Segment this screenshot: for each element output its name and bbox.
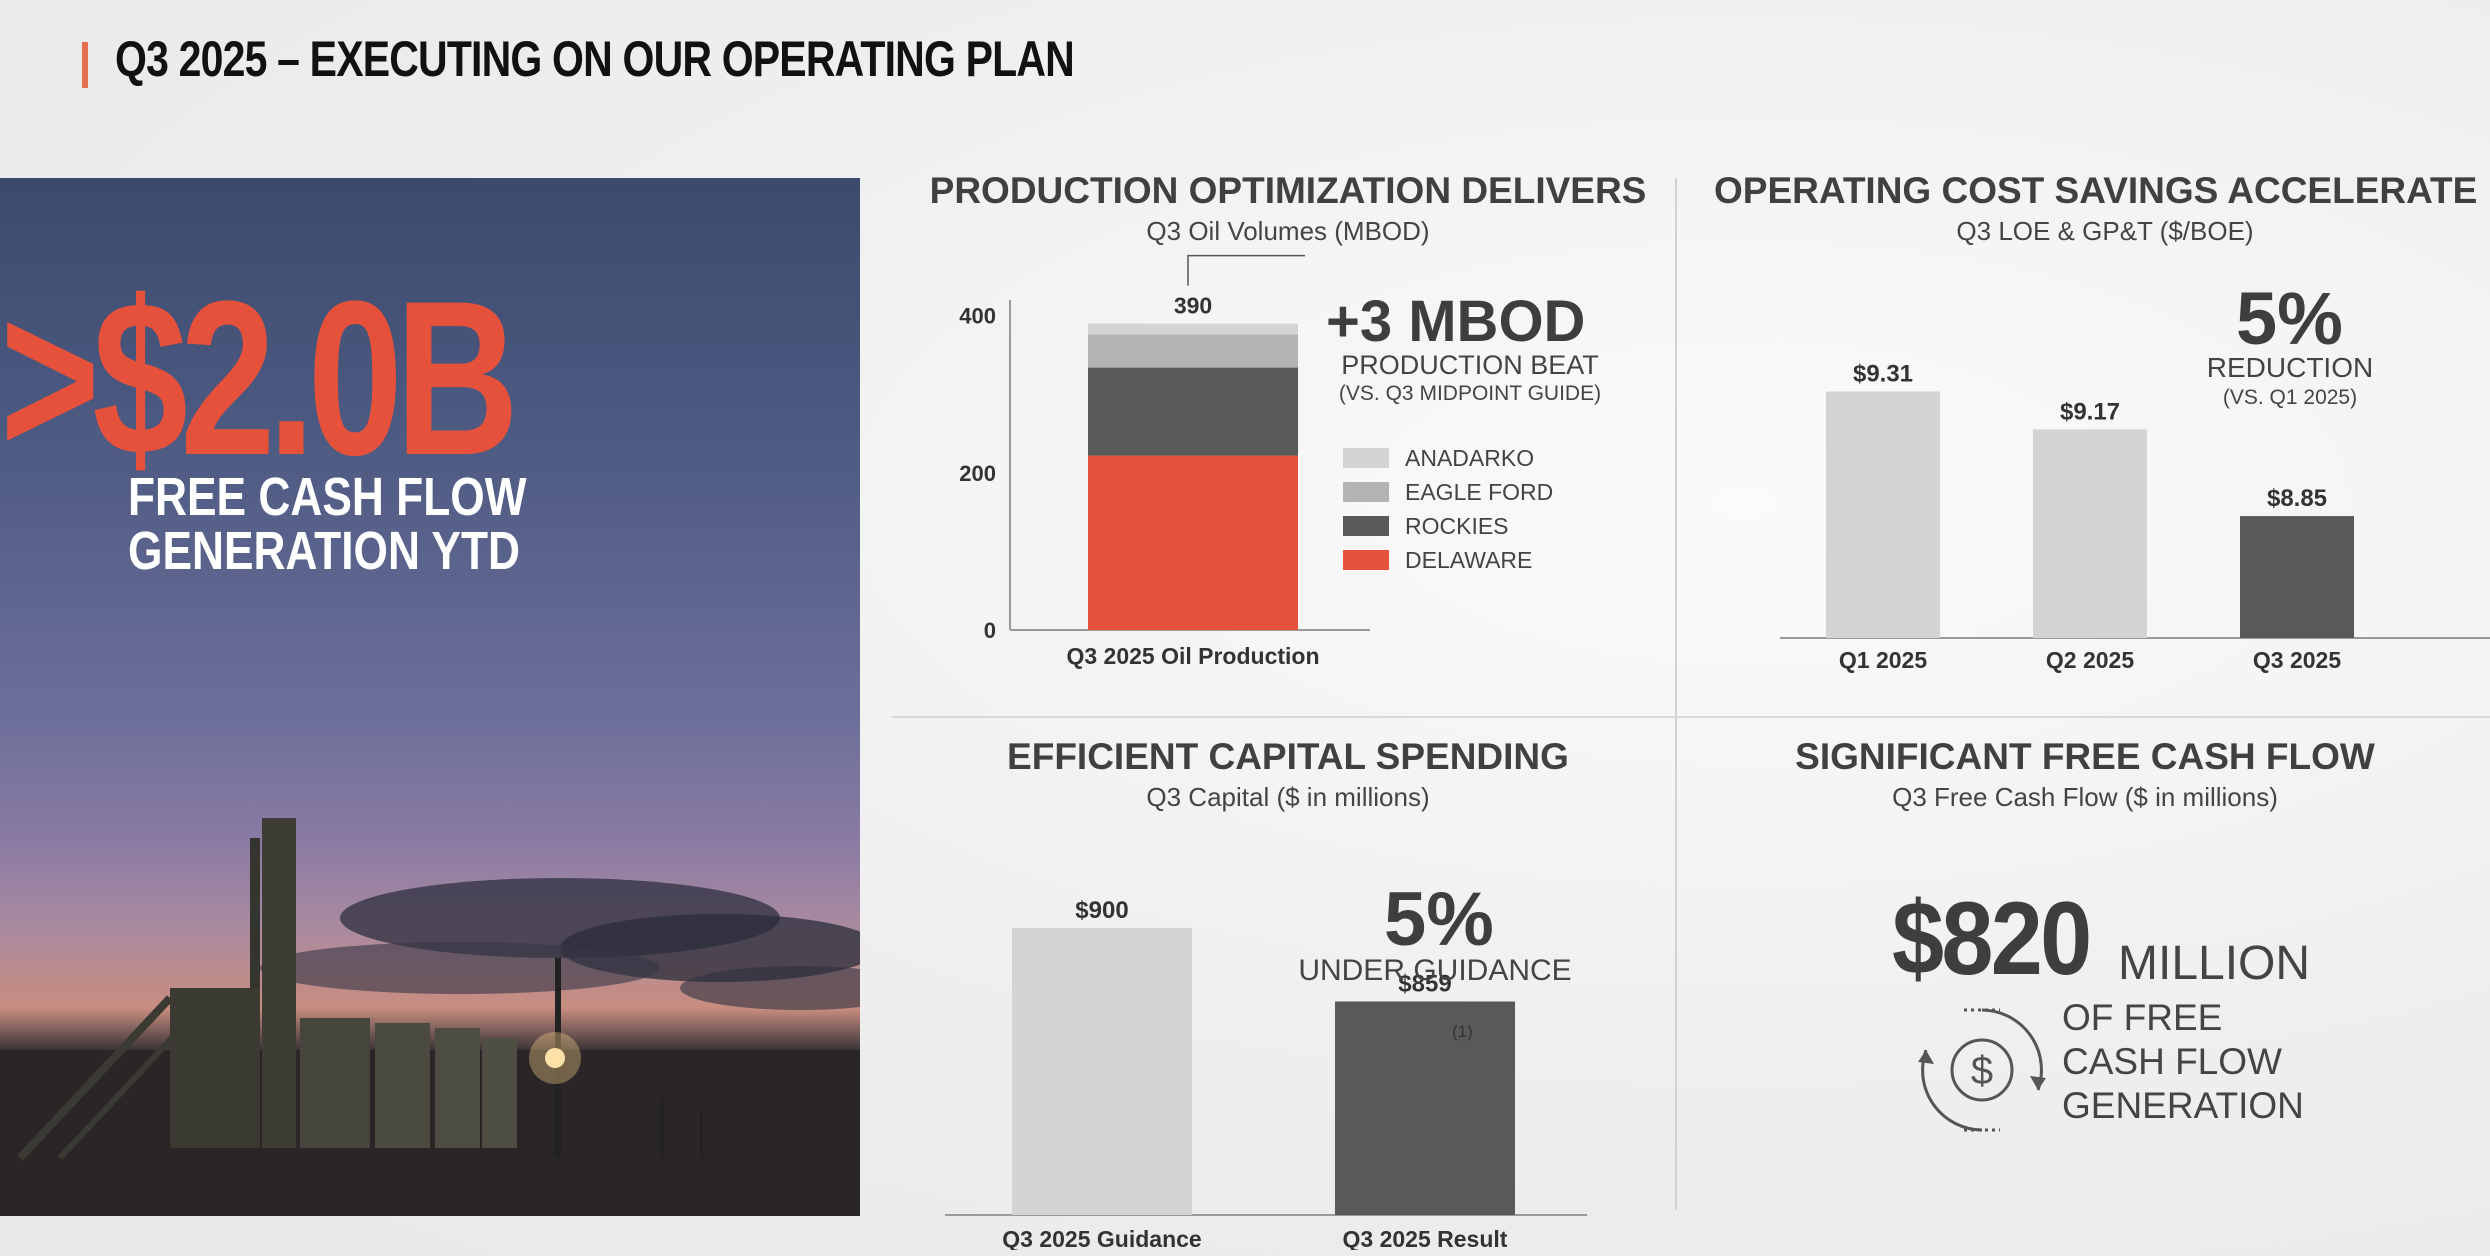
legend-swatch-eagle-ford bbox=[1343, 482, 1389, 502]
production-callout-line1: PRODUCTION BEAT bbox=[1341, 350, 1599, 380]
production-panel-title: PRODUCTION OPTIMIZATION DELIVERS bbox=[929, 170, 1647, 211]
capital-panel-title: EFFICIENT CAPITAL SPENDING bbox=[1007, 736, 1569, 777]
bar-segment-delaware bbox=[1088, 455, 1298, 630]
bar-total-label: 390 bbox=[1174, 293, 1212, 319]
bar-value-label: $859 bbox=[1398, 971, 1451, 998]
legend-label-delaware: DELAWARE bbox=[1405, 547, 1532, 573]
vertical-divider bbox=[1675, 178, 1677, 1210]
fcf-value: $820 bbox=[1892, 881, 2092, 997]
legend-swatch-rockies bbox=[1343, 516, 1389, 536]
operating-cost-panel-title: OPERATING COST SAVINGS ACCELERATE bbox=[1714, 170, 2478, 211]
x-category-label: Q1 2025 bbox=[1839, 647, 1927, 673]
x-category-label: Q3 2025 Oil Production bbox=[1066, 643, 1319, 669]
operating-cost-callout-line1: REDUCTION bbox=[2206, 352, 2374, 383]
hero-caption: FREE CASH FLOW GENERATION YTD bbox=[128, 470, 527, 578]
fcf-description: OF FREE CASH FLOW GENERATION bbox=[2062, 996, 2304, 1128]
svg-text:$: $ bbox=[1971, 1049, 1993, 1093]
bar-value-label: $9.31 bbox=[1853, 360, 1913, 387]
bar-q2-2025 bbox=[2033, 429, 2147, 638]
capital-panel-subtitle: Q3 Capital ($ in millions) bbox=[1146, 782, 1430, 812]
legend-label-anadarko: ANADARKO bbox=[1405, 445, 1534, 471]
production-callout-value: +3 MBOD bbox=[1326, 289, 1586, 354]
capital-callout-line1: UNDER GUIDANCE bbox=[1298, 954, 1572, 987]
y-tick-label: 0 bbox=[984, 618, 996, 643]
legend-label-rockies: ROCKIES bbox=[1405, 513, 1509, 539]
operating-cost-panel-subtitle: Q3 LOE & GP&T ($/BOE) bbox=[1956, 216, 2254, 246]
x-category-label: Q3 2025 bbox=[2253, 647, 2341, 673]
production-panel-subtitle: Q3 Oil Volumes (MBOD) bbox=[1146, 216, 1430, 246]
operating-cost-callout-line2: (VS. Q1 2025) bbox=[2222, 386, 2358, 409]
legend-swatch-anadarko bbox=[1343, 448, 1389, 468]
fcf-panel-title: SIGNIFICANT FREE CASH FLOW bbox=[1795, 736, 2375, 777]
bar-value-label: $900 bbox=[1075, 897, 1128, 924]
production-callout-line2: (VS. Q3 MIDPOINT GUIDE) bbox=[1338, 382, 1602, 405]
bar-q3-2025-result bbox=[1335, 1001, 1515, 1215]
operating-cost-chart: $9.31 Q1 2025 $9.17 Q2 2025 $8.85 Q3 2025 bbox=[1780, 360, 2490, 673]
oilfield-silhouette bbox=[0, 818, 860, 1216]
bar-segment-eagle-ford bbox=[1088, 334, 1298, 368]
bar-value-label: $8.85 bbox=[2267, 485, 2327, 512]
operating-cost-callout-value: 5% bbox=[2236, 277, 2343, 360]
x-category-label: Q3 2025 Guidance bbox=[1002, 1226, 1201, 1250]
bar-value-label: $9.17 bbox=[2060, 398, 2120, 425]
bar-segment-rockies bbox=[1088, 367, 1298, 456]
horizontal-divider bbox=[892, 716, 2490, 718]
fcf-line3: GENERATION bbox=[2062, 1085, 2304, 1126]
hero-amount: >$2.0B bbox=[0, 255, 519, 501]
fcf-line1: OF FREE bbox=[2062, 997, 2223, 1038]
hero-caption-line2: GENERATION YTD bbox=[128, 521, 520, 581]
x-category-label: Q2 2025 bbox=[2046, 647, 2134, 673]
bar-q3-2025 bbox=[2240, 516, 2354, 638]
dollar-cycle-icon: $ bbox=[1918, 1008, 2046, 1132]
page-title: Q3 2025 – EXECUTING ON OUR OPERATING PLA… bbox=[115, 31, 1075, 87]
bar-q1-2025 bbox=[1826, 391, 1940, 638]
capital-chart: $900 Q3 2025 Guidance $859 Q3 2025 Result bbox=[945, 897, 1587, 1250]
fcf-unit: MILLION bbox=[2118, 937, 2311, 990]
title-accent-bar bbox=[82, 42, 88, 88]
callout-leader-line bbox=[1187, 254, 1305, 286]
bar-q3-2025-guidance bbox=[1012, 927, 1192, 1215]
fcf-panel-subtitle: Q3 Free Cash Flow ($ in millions) bbox=[1892, 782, 2278, 812]
legend-swatch-delaware bbox=[1343, 550, 1389, 570]
hero-photo bbox=[0, 178, 860, 1216]
production-chart: 0 200 400 390 Q3 2025 Oil Production ANADARKO… bbox=[959, 254, 1553, 669]
y-tick-label: 400 bbox=[959, 304, 996, 329]
legend-label-eagle-ford: EAGLE FORD bbox=[1405, 479, 1553, 505]
x-category-label: Q3 2025 Result bbox=[1343, 1226, 1508, 1250]
hero-caption-line1: FREE CASH FLOW bbox=[128, 467, 527, 527]
fcf-line2: CASH FLOW bbox=[2062, 1041, 2282, 1082]
bar-segment-anadarko bbox=[1088, 323, 1298, 335]
capital-footnote-marker: (1) bbox=[1452, 1022, 1473, 1041]
capital-callout-value: 5% bbox=[1384, 877, 1494, 962]
y-tick-label: 200 bbox=[959, 461, 996, 486]
